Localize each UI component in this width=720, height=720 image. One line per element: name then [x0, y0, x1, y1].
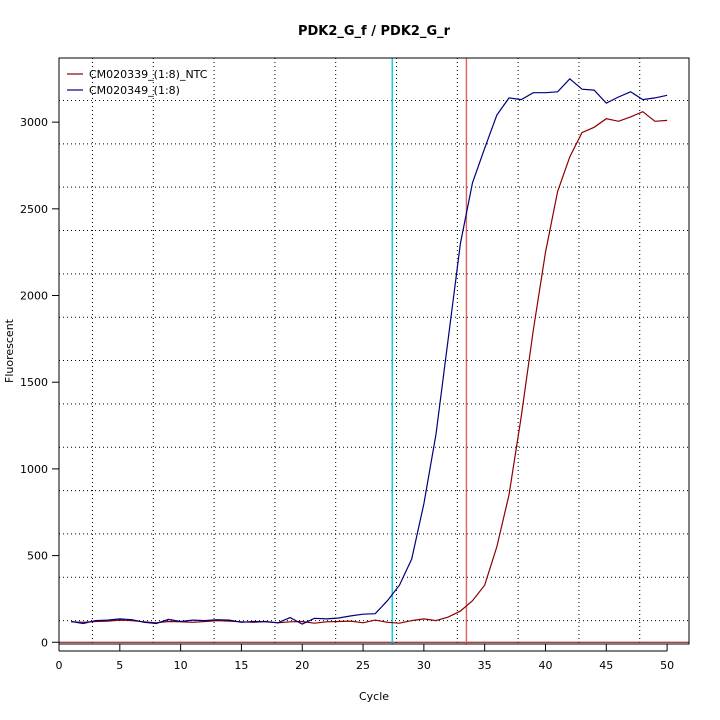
y-tick-label: 2000	[20, 290, 48, 303]
x-tick-label: 0	[56, 659, 63, 672]
legend-label: CM020339_(1:8)_NTC	[89, 68, 208, 81]
series-lines	[71, 77, 668, 625]
series-line	[71, 111, 668, 624]
x-tick-label: 25	[356, 659, 370, 672]
chart-title: PDK2_G_f / PDK2_G_r	[298, 24, 451, 39]
x-tick-label: 15	[234, 659, 248, 672]
x-tick-label: 30	[417, 659, 431, 672]
x-tick-label: 10	[174, 659, 188, 672]
y-tick-label: 1000	[20, 463, 48, 476]
x-tick-label: 45	[599, 659, 613, 672]
y-tick-label: 500	[27, 550, 48, 563]
x-tick-label: 5	[116, 659, 123, 672]
x-tick-label: 20	[295, 659, 309, 672]
legend: CM020339_(1:8)_NTC CM020349_(1:8)	[67, 68, 208, 97]
y-axis: 0 500 1000 1500 2000 2500 3000	[20, 116, 59, 649]
y-axis-label: Fluorescent	[3, 318, 16, 383]
x-tick-label: 40	[538, 659, 552, 672]
series-line	[71, 77, 668, 625]
x-tick-label: 50	[660, 659, 674, 672]
y-tick-label: 3000	[20, 116, 48, 129]
grid	[59, 58, 689, 644]
legend-label: CM020349_(1:8)	[89, 84, 180, 97]
x-tick-label: 35	[478, 659, 492, 672]
plot-frame	[58, 57, 690, 645]
x-axis: 0 5 10 15 20 25 30 35 40 45 50	[56, 644, 674, 672]
y-tick-label: 2500	[20, 203, 48, 216]
x-axis-label: Cycle	[359, 690, 389, 703]
y-tick-label: 0	[41, 636, 48, 649]
vertical-markers	[59, 58, 689, 644]
y-tick-label: 1500	[20, 376, 48, 389]
